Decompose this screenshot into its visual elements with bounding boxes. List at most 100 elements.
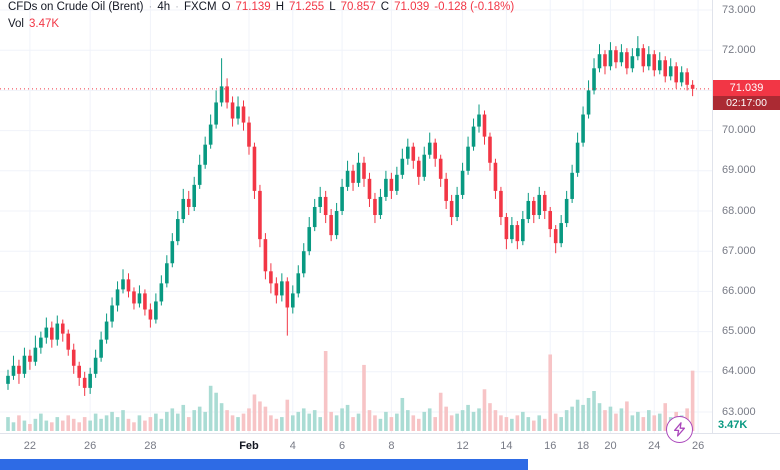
candle-body [510, 225, 514, 240]
candle-body [526, 200, 531, 220]
candle-body [165, 263, 169, 284]
volume-bar [66, 415, 71, 431]
symbol-title[interactable]: CFDs on Crude Oil (Brent) [8, 1, 144, 13]
volume-bar [170, 408, 175, 431]
candle-body [482, 114, 487, 137]
time-axis-label: 26 [691, 440, 705, 452]
candle-body [521, 219, 525, 242]
volume-label[interactable]: Vol [8, 18, 24, 30]
time-axis[interactable]: 22 26 28 Feb 4 6 8 12 14 16 18 20 24 26 [0, 433, 780, 460]
time-axis-label: 24 [648, 440, 661, 452]
quick-trade-button[interactable] [666, 416, 693, 443]
candle-body [318, 196, 322, 207]
volume-bar [416, 418, 421, 431]
volume-bar [575, 399, 580, 431]
volume-bar [608, 406, 613, 431]
volume-bar [192, 410, 197, 431]
volume-bar [422, 411, 427, 431]
candle-body [291, 293, 295, 308]
volume-bar [449, 415, 454, 431]
time-axis-label: 20 [604, 440, 617, 452]
volume-bar [690, 370, 695, 431]
time-axis-label: 28 [144, 440, 157, 452]
price-axis-label: 69.000 [722, 164, 756, 177]
volume-bar [647, 410, 651, 431]
volume-bar [384, 411, 388, 431]
volume-bar [367, 410, 372, 431]
volume-bar [88, 420, 92, 431]
volume-bar [499, 415, 503, 431]
close-value: 71.039 [394, 1, 430, 13]
candle-body [636, 48, 640, 57]
volume-bar [411, 415, 416, 431]
price-axis-label: 68.000 [722, 204, 756, 217]
candle-body [121, 279, 125, 290]
candle-body [77, 365, 81, 378]
volume-bar [460, 410, 465, 431]
volume-axis-label: 3.47K [718, 419, 748, 431]
candle-body [296, 273, 301, 294]
volume-bar [619, 408, 624, 431]
volume-value: 3.47K [29, 18, 60, 30]
candle-body [186, 198, 191, 207]
volume-bar [159, 418, 164, 431]
price-axis[interactable]: 73.00072.00071.00070.00069.00068.00067.0… [712, 0, 780, 433]
candle-body [351, 170, 355, 183]
volume-bar [482, 389, 487, 431]
candle-body [586, 90, 591, 115]
volume-bar [230, 415, 235, 431]
volume-bar [93, 413, 98, 431]
volume-bar [652, 415, 657, 431]
candlestick-chart[interactable] [0, 0, 712, 433]
volume-bar [186, 417, 191, 431]
candle-body [11, 365, 16, 376]
candle-body [66, 333, 71, 350]
candle-body [192, 184, 197, 207]
candle-body [367, 178, 372, 199]
interval-label[interactable]: 4h [157, 1, 171, 13]
candle-body [340, 186, 344, 211]
volume-bar [296, 411, 301, 431]
volume-bar [657, 413, 662, 431]
candle-body [460, 170, 465, 195]
volume-bar [630, 415, 635, 431]
candle-body [575, 142, 580, 173]
volume-bar [477, 408, 481, 431]
volume-bar [269, 415, 273, 431]
candle-body [148, 309, 153, 320]
volume-bar [389, 417, 394, 431]
candle-body [663, 60, 668, 77]
candle-body [411, 146, 416, 161]
time-axis-label: 4 [289, 440, 296, 452]
candle-body [553, 229, 558, 244]
candle-body [592, 68, 596, 91]
candle-body [504, 217, 509, 240]
candle-body [334, 211, 339, 236]
volume-bar [285, 399, 290, 431]
candle-body [143, 293, 147, 310]
candle-body [395, 174, 399, 191]
volume-bar [17, 415, 21, 431]
candle-body [679, 72, 684, 83]
low-value: 70.857 [340, 1, 376, 13]
candle-body [657, 60, 662, 71]
volume-bar [488, 403, 492, 431]
volume-bar [274, 418, 279, 431]
candle-body [378, 196, 383, 216]
volume-bar [466, 404, 470, 431]
candle-body [603, 54, 607, 67]
candle-body [263, 239, 268, 272]
candle-body [630, 56, 635, 69]
volume-bar [444, 406, 448, 431]
candle-body [499, 190, 503, 218]
last-price-badge[interactable]: 71.039 02:17:00 [713, 79, 780, 110]
candle-body [422, 154, 427, 177]
volume-bar [340, 408, 344, 431]
candle-body [581, 114, 585, 143]
candle-body [690, 84, 695, 89]
candle-body [307, 227, 312, 252]
candle-body [652, 54, 657, 71]
exchange-label[interactable]: FXCM [183, 1, 217, 13]
open-label: O [221, 1, 231, 13]
